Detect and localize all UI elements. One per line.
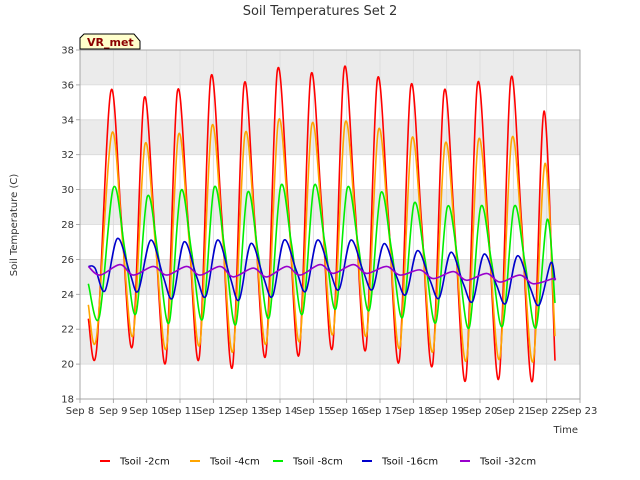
badge-text: VR_met bbox=[87, 36, 134, 49]
x-tick-label: Sep 14 bbox=[263, 406, 298, 417]
x-tick-label: Sep 23 bbox=[563, 406, 598, 417]
y-tick-label: 34 bbox=[61, 115, 74, 126]
y-tick-label: 38 bbox=[61, 46, 74, 57]
y-tick-label: 26 bbox=[61, 255, 74, 266]
series-layer bbox=[87, 65, 557, 383]
background-band bbox=[80, 189, 580, 225]
legend-label-0: Tsoil -2cm bbox=[119, 457, 170, 468]
y-tick-label: 30 bbox=[61, 185, 74, 196]
legend-label-1: Tsoil -4cm bbox=[209, 457, 260, 468]
x-tick-label: Sep 8 bbox=[66, 406, 94, 417]
x-tick-label: Sep 12 bbox=[196, 406, 231, 417]
x-tick-label: Sep 17 bbox=[363, 406, 398, 417]
x-tick-label: Sep 10 bbox=[129, 406, 164, 417]
y-axis-label: Soil Temperature (C) bbox=[9, 174, 20, 277]
x-tick-label: Sep 20 bbox=[463, 406, 498, 417]
series-line-3 bbox=[88, 237, 556, 307]
y-tick-label: 18 bbox=[61, 395, 74, 406]
x-tick-label: Sep 11 bbox=[163, 406, 198, 417]
x-axis-label: Time bbox=[553, 425, 578, 436]
chart-title: Soil Temperatures Set 2 bbox=[243, 4, 398, 19]
y-tick-label: 24 bbox=[61, 290, 74, 301]
x-tick-label: Sep 15 bbox=[296, 406, 331, 417]
y-tick-label: 22 bbox=[61, 325, 74, 336]
x-tick-label: Sep 21 bbox=[496, 406, 531, 417]
legend-label-3: Tsoil -16cm bbox=[381, 457, 438, 468]
x-tick-label: Sep 9 bbox=[99, 406, 127, 417]
x-tick-label: Sep 19 bbox=[429, 406, 464, 417]
legend: Tsoil -2cm Tsoil -4cm Tsoil -8cm Tsoil -16c… bbox=[100, 457, 536, 468]
series-line-4 bbox=[87, 263, 557, 285]
background-band bbox=[80, 119, 580, 155]
background-band bbox=[80, 50, 580, 85]
x-tick-label: Sep 16 bbox=[329, 406, 364, 417]
y-tick-label: 32 bbox=[61, 150, 74, 161]
x-tick-label: Sep 13 bbox=[229, 406, 264, 417]
x-tick-label: Sep 22 bbox=[529, 406, 564, 417]
y-tick-label: 20 bbox=[61, 360, 74, 371]
badge-box bbox=[79, 33, 141, 50]
legend-label-4: Tsoil -32cm bbox=[479, 457, 536, 468]
y-tick-label: 28 bbox=[61, 220, 74, 231]
legend-label-2: Tsoil -8cm bbox=[292, 457, 343, 468]
site-badge: VR_met bbox=[79, 33, 141, 50]
x-tick-label: Sep 18 bbox=[396, 406, 431, 417]
series-line-2 bbox=[87, 183, 556, 330]
y-tick-label: 36 bbox=[61, 80, 74, 91]
